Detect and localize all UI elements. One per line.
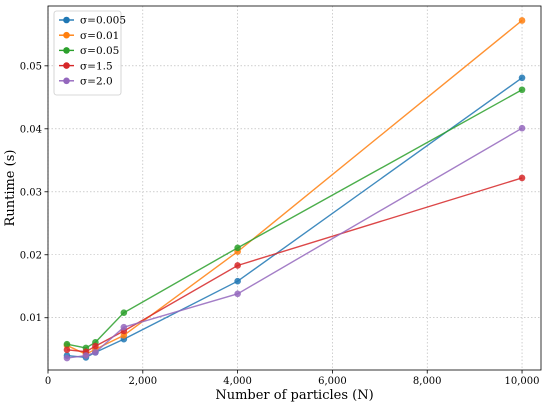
plot-frame (47, 5, 542, 371)
legend-item: σ=2.0 (59, 76, 113, 88)
series-5 (63, 124, 526, 362)
series-line (66, 177, 523, 353)
data-point (518, 74, 526, 82)
x-tick-label: 2,000 (128, 376, 157, 387)
data-point (518, 124, 526, 132)
data-point (63, 354, 71, 362)
legend-item: σ=0.05 (59, 45, 119, 57)
legend-item: σ=0.005 (59, 15, 126, 27)
y-tick-label: 0.04 (20, 124, 42, 135)
series-3 (63, 86, 526, 352)
data-point (518, 17, 526, 24)
data-point (234, 244, 241, 252)
legend-swatch-marker (63, 16, 70, 24)
y-tick-label: 0.02 (20, 250, 42, 261)
legend-label: σ=0.005 (80, 15, 126, 27)
axis-ticks: 0 2,000 4,000 6,000 8,000 10,000 0.01 0.02 0.03 0… (20, 61, 540, 387)
series-line (66, 77, 523, 359)
x-tick-label: 10,000 (505, 376, 540, 387)
legend-label: σ=0.01 (80, 30, 119, 42)
data-point (234, 262, 241, 269)
data-point (234, 277, 241, 285)
series-line (66, 19, 523, 356)
series-line (66, 127, 523, 359)
y-axis-label: Runtime (s) (3, 150, 18, 227)
data-point (518, 174, 526, 182)
legend-swatch-marker (63, 62, 70, 69)
series-2 (63, 17, 526, 358)
legend-item: σ=1.5 (59, 60, 113, 72)
grid (47, 6, 541, 370)
legend-swatch-marker (63, 47, 70, 54)
legend-box (53, 10, 122, 96)
y-tick-label: 0.05 (20, 61, 42, 72)
data-point (518, 86, 526, 94)
x-tick-label: 0 (45, 376, 51, 387)
y-tick-label: 0.01 (20, 313, 42, 324)
series-line (66, 89, 523, 349)
series-layer (63, 17, 526, 362)
x-tick-label: 6,000 (318, 376, 347, 387)
legend-label: σ=0.05 (80, 45, 119, 57)
data-point (82, 352, 90, 359)
x-axis-label: Number of particles (N) (215, 388, 373, 403)
y-tick-label: 0.03 (20, 187, 42, 198)
legend-swatch-marker (63, 31, 70, 39)
data-point (120, 323, 128, 331)
data-point (92, 349, 99, 356)
x-tick-label: 8,000 (413, 376, 442, 387)
data-point (234, 290, 241, 298)
data-point (120, 309, 128, 316)
legend-label: σ=2.0 (80, 76, 113, 88)
legend-label: σ=1.5 (80, 60, 113, 72)
data-point (63, 340, 71, 348)
data-point (63, 346, 71, 354)
x-tick-label: 4,000 (223, 376, 252, 387)
data-point (92, 342, 99, 350)
legend-item: σ=0.01 (59, 30, 119, 42)
legend-swatch-marker (63, 77, 70, 85)
legend: σ=0.005 σ=0.01 σ=0.05 σ=1.5 σ=2.0 (53, 10, 126, 96)
